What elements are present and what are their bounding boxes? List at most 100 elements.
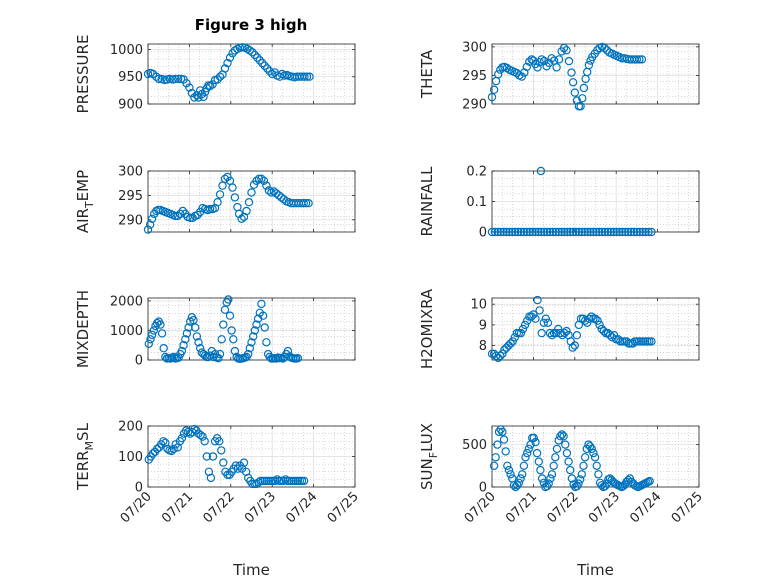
data-point — [554, 55, 564, 64]
data-point — [190, 93, 199, 102]
data-point — [647, 337, 656, 346]
data-point — [520, 320, 530, 330]
series-markers — [144, 424, 309, 489]
data-point — [301, 198, 311, 208]
data-point — [225, 311, 235, 320]
data-point — [527, 312, 536, 321]
y-tick-label: 9 — [479, 318, 487, 333]
minor-grid — [147, 170, 356, 233]
series-markers — [143, 172, 313, 234]
data-point — [551, 227, 561, 237]
data-point — [493, 440, 502, 449]
x-tick-label: 07/21 — [503, 489, 540, 526]
data-point — [258, 58, 267, 68]
data-point — [167, 446, 176, 456]
data-point — [562, 326, 571, 336]
data-point — [302, 72, 312, 81]
data-point — [499, 435, 509, 444]
data-point — [262, 338, 271, 347]
data-point — [568, 78, 578, 87]
data-point — [283, 346, 293, 356]
series-markers — [144, 295, 303, 363]
data-point — [580, 453, 590, 462]
data-point — [576, 102, 585, 111]
data-point — [509, 481, 519, 490]
data-point — [505, 227, 514, 237]
data-point — [567, 474, 577, 483]
data-point — [537, 227, 546, 237]
data-point — [537, 474, 547, 483]
data-point — [618, 227, 627, 237]
data-point — [230, 346, 240, 356]
data-point — [635, 227, 645, 237]
data-point — [223, 58, 232, 68]
y-tick-label: 295 — [118, 189, 143, 204]
y-tick-label: 295 — [462, 69, 487, 84]
data-point — [585, 314, 594, 323]
data-point — [516, 227, 526, 237]
data-point — [580, 227, 589, 237]
data-point — [219, 458, 228, 467]
data-point — [609, 227, 618, 237]
data-point — [272, 189, 281, 198]
data-point — [632, 55, 642, 64]
data-point — [194, 338, 203, 347]
data-point — [149, 326, 158, 335]
data-point — [147, 214, 157, 223]
data-point — [152, 444, 162, 454]
data-point — [586, 227, 595, 237]
data-point — [525, 227, 534, 237]
data-point — [519, 461, 529, 470]
axes-box — [147, 170, 356, 233]
data-point — [559, 43, 569, 53]
data-point — [250, 326, 259, 335]
data-point — [498, 349, 507, 358]
data-point — [535, 306, 544, 315]
x-tick-label: 07/22 — [201, 489, 238, 526]
data-point — [502, 343, 511, 352]
y-tick-label: 500 — [462, 438, 487, 453]
data-point — [564, 457, 573, 466]
data-point — [576, 475, 585, 484]
data-point — [220, 64, 230, 73]
data-point — [544, 58, 554, 68]
data-point — [190, 323, 200, 332]
y-tick-label: 300 — [118, 165, 143, 180]
data-point — [594, 470, 603, 479]
data-point — [187, 88, 197, 98]
data-point — [247, 338, 256, 347]
data-point — [560, 328, 569, 338]
data-point — [228, 49, 237, 58]
data-point — [570, 341, 580, 350]
data-point — [200, 87, 210, 97]
data-point — [279, 476, 288, 486]
data-point — [583, 227, 592, 237]
data-point — [500, 345, 509, 354]
data-point — [152, 72, 161, 81]
data-point — [304, 198, 313, 208]
data-point — [501, 447, 510, 456]
data-point — [606, 227, 616, 237]
data-point — [205, 204, 215, 214]
y-tick-label: 900 — [118, 98, 143, 113]
y-tick-label: 0 — [479, 481, 487, 496]
data-point — [645, 476, 654, 486]
data-point — [595, 320, 604, 330]
data-point — [537, 328, 546, 338]
data-point — [215, 349, 225, 359]
data-point — [508, 337, 517, 346]
data-point — [159, 344, 168, 353]
data-point — [533, 63, 542, 72]
data-point — [574, 479, 583, 488]
data-point — [217, 446, 226, 455]
data-point — [543, 318, 553, 327]
data-point — [264, 186, 274, 195]
data-point — [146, 335, 155, 344]
y-tick-label: 0.2 — [466, 165, 487, 180]
y-axis-label: MIXDEPTH — [74, 290, 92, 368]
data-point — [595, 227, 604, 237]
axes-box — [147, 43, 356, 105]
data-point — [545, 227, 555, 237]
